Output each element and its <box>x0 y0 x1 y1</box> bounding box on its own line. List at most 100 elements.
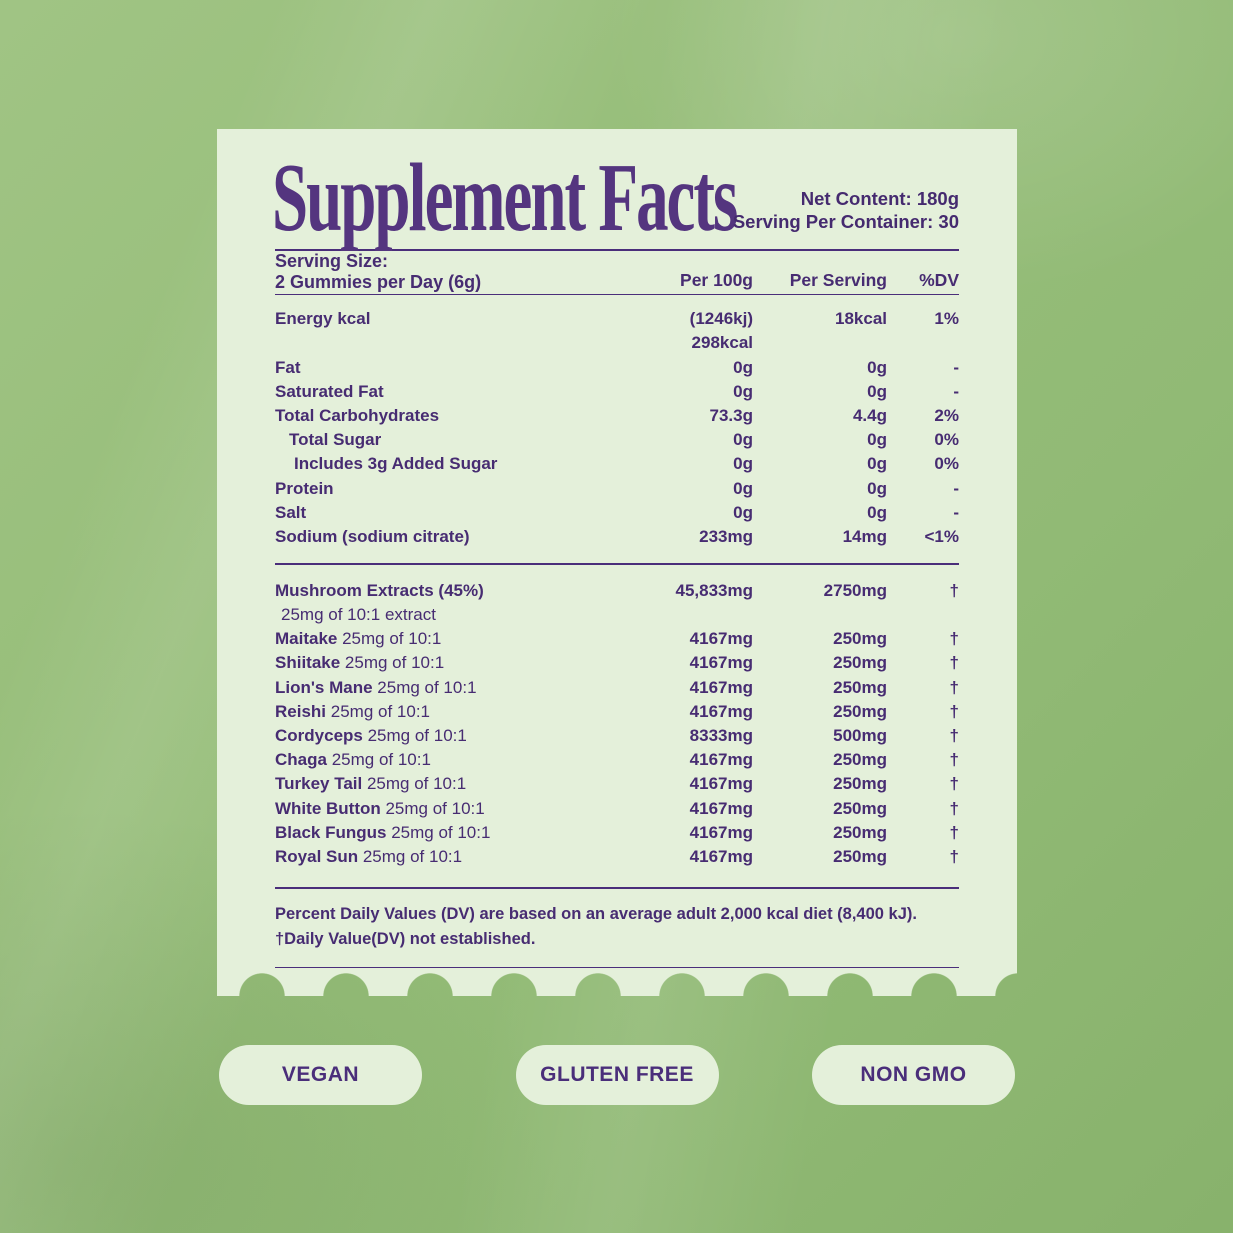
value-dv: - <box>953 381 959 401</box>
value-dv: - <box>953 502 959 522</box>
value-per-serving: 0g <box>867 430 887 450</box>
value-dv: - <box>953 357 959 377</box>
value-dv: † <box>949 750 959 770</box>
value-dv: † <box>949 798 959 818</box>
value-per-100g: 0g <box>733 502 753 522</box>
value-per-100g: 233mg <box>699 527 753 547</box>
value-per-100g: 4167mg <box>689 847 753 867</box>
serving-size-value: 2 Gummies per Day (6g) <box>275 272 482 293</box>
row-label: Sodium (sodium citrate) <box>275 527 470 547</box>
value-dv <box>887 603 959 627</box>
row-label: 25mg of 10:1 extract <box>281 605 436 625</box>
value-per-serving: 18kcal <box>835 309 887 329</box>
net-content-block: Net Content: 180g Serving Per Container:… <box>733 187 959 233</box>
value-per-serving: 250mg <box>833 629 887 649</box>
value-per-100g: 45,833mg <box>675 580 754 600</box>
value-per-serving: 250mg <box>833 701 887 721</box>
extract-dose: 25mg of 10:1 <box>340 653 445 673</box>
extract-name: Turkey Tail <box>275 774 363 794</box>
value-dv: † <box>949 701 959 721</box>
table-row: Cordyceps 25mg of 10:1 8333mg 500mg † <box>275 724 959 748</box>
extract-name: Reishi <box>275 701 327 721</box>
value-per-serving: 250mg <box>833 677 887 697</box>
row-label: Lion's Mane 25mg of 10:1 <box>275 676 633 700</box>
table-row: Includes 3g Added Sugar 0g 0g 0% <box>275 452 959 476</box>
value-per-100g: 4167mg <box>689 750 753 770</box>
row-label: Mushroom Extracts (45%) <box>275 579 633 603</box>
value-per-serving: 2750mg <box>823 580 887 600</box>
value-dv: <1% <box>924 527 960 547</box>
extract-dose: 25mg of 10:1 <box>358 847 463 867</box>
table-row: Protein 0g 0g - <box>275 477 959 501</box>
extract-name: Cordyceps <box>275 726 363 746</box>
value-per-serving: 250mg <box>833 750 887 770</box>
extract-dose: 25mg of 10:1 <box>337 629 442 649</box>
value-per-100g: 4167mg <box>689 701 753 721</box>
badge-vegan: VEGAN <box>219 1045 422 1105</box>
badge-gluten-free: GLUTEN FREE <box>515 1045 719 1105</box>
value-dv: † <box>949 847 959 867</box>
value-per-100g: 8333mg <box>689 726 753 746</box>
extract-dose: 25mg of 10:1 <box>386 822 491 842</box>
value-per-serving: 0g <box>867 454 887 474</box>
value-per-serving <box>753 603 887 627</box>
extract-name: Lion's Mane <box>275 677 373 697</box>
value-per-serving: 0g <box>867 478 887 498</box>
row-label: Maitake 25mg of 10:1 <box>275 627 633 651</box>
row-label: Reishi 25mg of 10:1 <box>275 700 633 724</box>
footnote-dv-basis: Percent Daily Values (DV) are based on a… <box>275 904 917 923</box>
divider-footnote-top <box>275 887 959 889</box>
value-dv: † <box>949 726 959 746</box>
value-per-100g: 4167mg <box>689 629 753 649</box>
table-row: Chaga 25mg of 10:1 4167mg 250mg † <box>275 748 959 772</box>
row-label: Energy kcal <box>275 309 371 329</box>
table-row: Reishi 25mg of 10:1 4167mg 250mg † <box>275 700 959 724</box>
table-row: Lion's Mane 25mg of 10:1 4167mg 250mg † <box>275 676 959 700</box>
extract-dose: 25mg of 10:1 <box>326 701 430 721</box>
value-per-serving: 0g <box>867 381 887 401</box>
column-header-per-serving: Per Serving <box>789 269 887 290</box>
extract-name: Shiitake <box>275 653 341 673</box>
value-per-100g <box>633 603 753 627</box>
value-dv: 0% <box>934 430 959 450</box>
value-per-100g: 73.3g <box>709 406 753 425</box>
row-label: Black Fungus 25mg of 10:1 <box>275 821 633 845</box>
table-row: Black Fungus 25mg of 10:1 4167mg 250mg † <box>275 821 959 845</box>
row-label: Fat <box>275 357 301 377</box>
extract-name: Mushroom Extracts (45%) <box>275 580 484 600</box>
column-header-dv: %DV <box>919 269 959 290</box>
extract-name: Chaga <box>275 750 327 770</box>
scalloped-edge <box>217 973 1017 996</box>
divider-extracts <box>275 563 959 565</box>
panel-header: Supplement Facts Net Content: 180g Servi… <box>272 149 959 249</box>
value-per-serving: 250mg <box>833 847 887 867</box>
value-dv: † <box>949 629 959 649</box>
net-content-text: Net Content: 180g <box>800 188 959 209</box>
table-row: Saturated Fat 0g 0g - <box>275 380 959 404</box>
divider-footnote-bottom <box>275 966 959 969</box>
extract-dose: 25mg of 10:1 <box>362 774 467 794</box>
extract-dose: 25mg of 10:1 <box>372 677 477 697</box>
row-label: Turkey Tail 25mg of 10:1 <box>275 772 633 796</box>
value-dv: - <box>953 478 959 498</box>
serving-size-row: Serving Size: 2 Gummies per Day (6g) Per… <box>275 251 959 294</box>
row-label: Total Sugar <box>289 430 382 450</box>
badge-row: VEGAN GLUTEN FREE NON GMO <box>219 1045 1015 1105</box>
row-label: Saturated Fat <box>275 381 384 401</box>
value-per-serving: 250mg <box>833 822 887 842</box>
value-per-100g: (1246kj) 298kcal <box>689 309 753 353</box>
row-label: Includes 3g Added Sugar <box>294 454 498 474</box>
value-dv: 1% <box>934 309 959 329</box>
serving-size-block: Serving Size: 2 Gummies per Day (6g) <box>275 251 633 299</box>
footnote-block: Percent Daily Values (DV) are based on a… <box>275 889 959 967</box>
extract-name: Black Fungus <box>275 822 387 842</box>
value-per-serving: 0g <box>867 357 887 377</box>
extract-dose: 25mg of 10:1 <box>380 798 485 818</box>
value-dv: † <box>949 580 959 600</box>
row-label: White Button 25mg of 10:1 <box>275 797 633 821</box>
nutrition-table: Energy kcal (1246kj) 298kcal 18kcal 1% Fat 0g… <box>275 295 959 563</box>
row-label: Salt <box>275 502 307 522</box>
table-row: Shiitake 25mg of 10:1 4167mg 250mg † <box>275 651 959 675</box>
table-row: Sodium (sodium citrate) 233mg 14mg <1% <box>275 525 959 549</box>
value-per-serving: 250mg <box>833 774 887 794</box>
